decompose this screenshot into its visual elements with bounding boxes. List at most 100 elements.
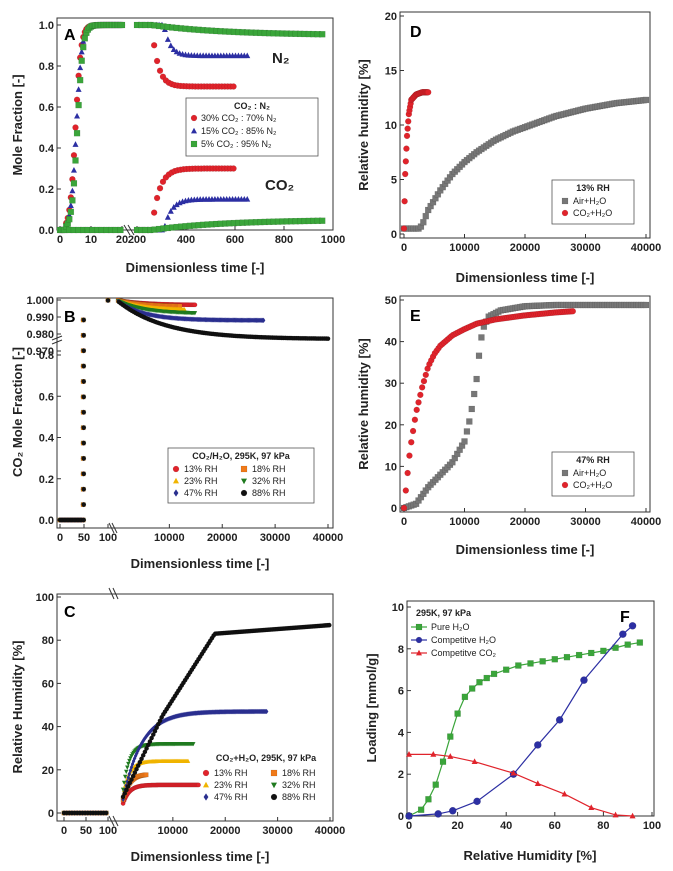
data-point — [434, 810, 442, 818]
x-tick-label: 600 — [226, 234, 244, 246]
panel-b-frame — [56, 297, 334, 529]
legend-entry: 30% CO₂ : 70% N₂ — [201, 113, 277, 123]
panel-b: B Dimensionless time [-] CO₂ Mole Fracti… — [10, 295, 343, 571]
legend-entry: 5% CO₂ : 95% N₂ — [201, 139, 272, 149]
data-point — [555, 716, 564, 724]
panel-f-label: F — [620, 609, 630, 626]
x-tick-label: 50 — [80, 825, 92, 837]
y-tick-label: 0.980 — [26, 329, 54, 341]
data-point — [78, 57, 85, 64]
data-point — [191, 742, 196, 747]
panel-b-legend: CO₂/H₂O, 295K, 97 kPa 13% RH 18% RH 23% RH… — [167, 447, 315, 504]
data-point — [81, 35, 89, 42]
data-point — [81, 348, 87, 354]
data-point — [461, 438, 468, 445]
data-point — [75, 101, 82, 109]
data-point — [402, 170, 409, 178]
data-point — [417, 806, 425, 813]
x-tick-label: 50 — [78, 532, 90, 544]
x-tick-label: 30000 — [260, 532, 291, 544]
x-tick-label: 20000 — [510, 242, 541, 254]
panel-c-legend: CO₂+H₂O, 295K, 97 kPa 13% RH 18% RH 23% RH… — [202, 753, 317, 802]
x-tick-label: 800 — [275, 234, 293, 246]
y-tick-label: 10 — [385, 461, 397, 473]
x-tick-label: 0 — [57, 532, 63, 544]
legend-marker — [173, 489, 179, 497]
x-tick-label: 100 — [643, 820, 661, 832]
panel-a-frame — [56, 17, 334, 231]
x-tick-label: 0 — [401, 242, 407, 254]
data-point — [77, 64, 84, 71]
y-tick-label: 10 — [385, 120, 397, 132]
data-point — [447, 753, 454, 759]
panel-e-marks — [400, 301, 650, 512]
data-point — [569, 308, 576, 315]
data-point — [153, 57, 161, 65]
data-point — [561, 790, 568, 797]
data-point — [173, 201, 180, 208]
data-point — [612, 644, 619, 651]
panel-d-ticks: 0 10000 20000 30000 40000 0 5 10 15 20 — [385, 11, 662, 254]
data-point — [325, 336, 331, 342]
data-point — [81, 425, 87, 431]
panel-e-xlabel: Dimensionless time [-] — [456, 542, 595, 557]
x-tick-label: 40 — [500, 820, 512, 832]
y-tick-label: 1.0 — [39, 20, 54, 32]
legend-marker — [240, 489, 248, 497]
x-tick-label: 10000 — [449, 516, 480, 528]
legend-entry: 13% RH — [214, 768, 248, 778]
data-point — [418, 384, 426, 391]
x-tick-label: 1000 — [321, 234, 345, 246]
data-point — [600, 647, 607, 655]
x-tick-label: 100 — [99, 825, 117, 837]
series-line — [408, 625, 633, 817]
x-tick-label: 40000 — [313, 532, 344, 544]
data-point — [503, 666, 510, 673]
y-tick-label: 50 — [385, 295, 397, 307]
data-point — [67, 208, 75, 216]
data-point — [405, 812, 413, 820]
x-tick-label: 10000 — [154, 532, 185, 544]
data-point — [164, 36, 171, 42]
y-tick-label: 0.2 — [39, 474, 54, 486]
panel-f-marks — [405, 622, 644, 820]
series-line — [408, 641, 640, 817]
data-point — [170, 204, 177, 210]
data-point — [403, 145, 410, 152]
data-point — [510, 769, 517, 776]
x-tick-label: 10 — [85, 234, 97, 246]
data-point — [575, 651, 583, 659]
data-point — [75, 86, 82, 92]
data-point — [422, 212, 429, 220]
panel-e-ticks: 0 10000 20000 30000 40000 0 10 20 30 40 50 — [385, 295, 662, 528]
data-point — [439, 758, 447, 765]
legend-entry: 88% RH — [282, 792, 316, 802]
panel-f-ticks: 0 20 40 60 80 100 0 2 4 6 8 10 — [392, 602, 661, 832]
y-tick-label: 0.0 — [39, 515, 54, 527]
data-point — [170, 46, 177, 52]
x-tick-label: 40000 — [631, 242, 662, 254]
legend-marker — [271, 782, 277, 789]
series-line — [409, 753, 633, 817]
data-point — [420, 219, 427, 226]
data-point — [563, 653, 571, 661]
y-tick-label: 1.000 — [26, 295, 54, 307]
y-tick-label: 100 — [36, 592, 54, 604]
panel-b-xlabel: Dimensionless time [-] — [131, 556, 270, 571]
data-point — [425, 89, 432, 96]
axis-break — [112, 815, 119, 827]
data-point — [534, 780, 541, 787]
data-point — [628, 622, 637, 630]
data-point — [230, 83, 237, 90]
panel-e-label: E — [410, 308, 421, 325]
data-point — [192, 311, 198, 316]
data-point — [629, 812, 636, 819]
data-point — [454, 710, 461, 717]
panel-f: F Relative Humidity [%] Loading [mmol/g]… — [364, 600, 661, 863]
panel-c-frame — [56, 593, 334, 822]
y-tick-label: 0.990 — [26, 312, 54, 324]
y-tick-label: 80 — [42, 635, 54, 647]
axis-break — [108, 522, 115, 534]
panel-e: E Dimensionless time [-] Relative humidi… — [356, 295, 661, 557]
data-point — [636, 639, 644, 646]
